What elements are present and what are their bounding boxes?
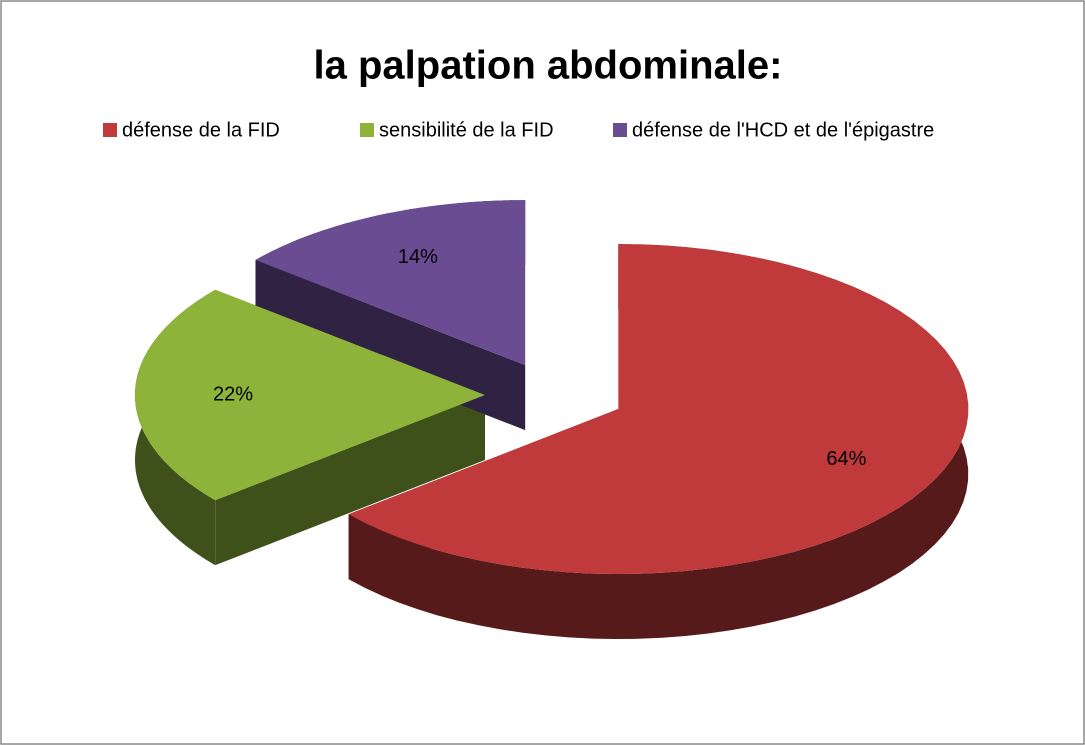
legend-swatch	[103, 123, 117, 137]
data-label: 22%	[213, 383, 253, 405]
slice	[348, 244, 969, 574]
data-label: 64%	[826, 448, 866, 470]
slice	[255, 200, 526, 366]
slice	[135, 289, 485, 501]
legend-label: sensibilité de la FID	[379, 119, 554, 141]
data-label: 14%	[398, 246, 438, 268]
legend-label: défense de la FID	[122, 119, 280, 141]
legend-swatch	[613, 123, 627, 137]
slice-tops	[135, 200, 969, 574]
chart-title: la palpation abdominale:	[314, 44, 783, 88]
slice-side	[348, 244, 969, 639]
legend-swatch	[360, 123, 374, 137]
legend-label: défense de l'HCD et de l'épigastre	[632, 119, 934, 141]
slice-side	[215, 395, 485, 566]
